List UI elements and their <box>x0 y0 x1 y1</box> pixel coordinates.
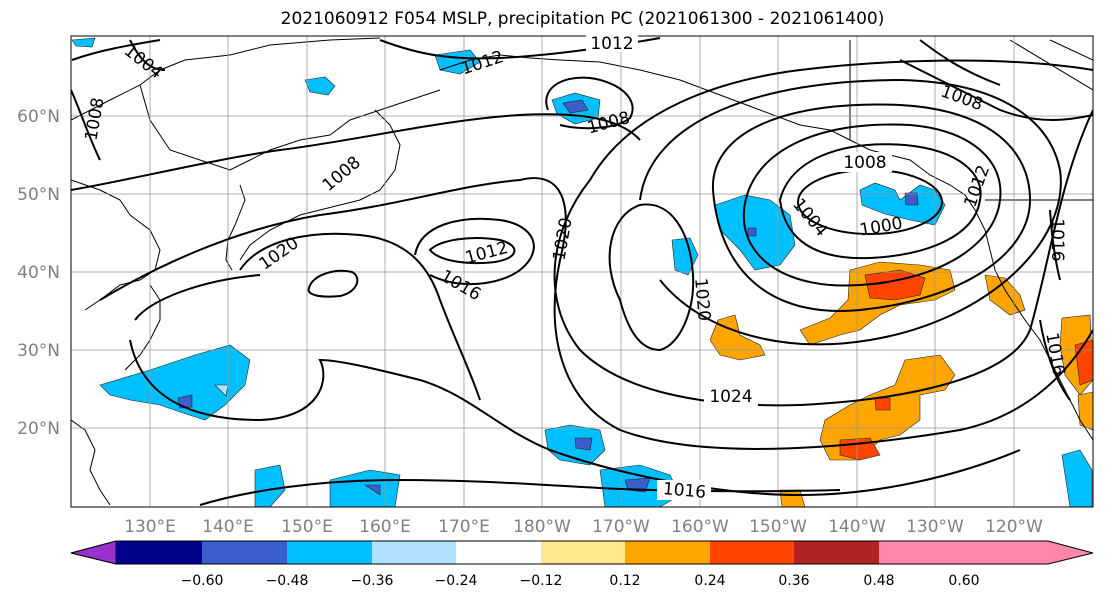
isobar-label: 1016 <box>1047 218 1067 261</box>
colorbar-tick: 0.36 <box>778 573 809 589</box>
isobar-label: 1008 <box>843 153 886 173</box>
lat-label: 20°N <box>17 419 60 439</box>
colorbar-tick: −0.12 <box>520 573 563 589</box>
colorbar-tick-labels: −0.60 −0.48 −0.36 −0.24 −0.12 0.12 0.24 … <box>181 573 980 589</box>
lon-label: 180°W <box>513 517 571 537</box>
colorbar-tick: −0.24 <box>435 573 478 589</box>
colorbar-tick: 0.24 <box>694 573 725 589</box>
colorbar-outline <box>70 540 1094 565</box>
lon-label: 140°W <box>828 517 886 537</box>
lon-label: 150°E <box>281 517 333 537</box>
isobar-label: 1020 <box>690 277 714 322</box>
lon-label: 160°W <box>671 517 729 537</box>
isobar-label: 1012 <box>590 34 633 54</box>
mslp-isobars <box>71 37 1093 506</box>
colorbar-tick: −0.60 <box>181 573 224 589</box>
colorbar-segment <box>287 541 372 564</box>
colorbar-segment <box>794 541 879 564</box>
colorbar-tick: 0.48 <box>863 573 894 589</box>
precip-positive-areas <box>709 261 1093 507</box>
colorbar-extend-low <box>70 540 117 565</box>
longitude-labels: 130°E 140°E 150°E 160°E 170°E 180°W 170°… <box>124 517 1043 537</box>
colorbar-tick: 0.60 <box>948 573 979 589</box>
latitude-labels: 60°N 50°N 40°N 30°N 20°N <box>17 107 60 439</box>
isobar-label: 1024 <box>709 387 752 407</box>
colorbar-tick: −0.48 <box>266 573 309 589</box>
lon-label: 120°W <box>985 517 1043 537</box>
lat-label: 60°N <box>17 107 60 127</box>
colorbar-extend-high <box>964 541 1093 564</box>
lat-label: 30°N <box>17 341 60 361</box>
lon-label: 150°W <box>749 517 807 537</box>
colorbar-segment <box>879 541 964 564</box>
lat-label: 40°N <box>17 263 60 283</box>
colorbar-segment <box>372 541 456 564</box>
colorbar-tick: −0.36 <box>351 573 394 589</box>
lon-label: 170°W <box>592 517 650 537</box>
colorbar-segment <box>116 541 202 564</box>
lon-label: 140°E <box>202 517 254 537</box>
isobar-label: 1016 <box>662 479 707 503</box>
colorbar-segment <box>541 541 625 564</box>
colorbar: −0.60 −0.48 −0.36 −0.24 −0.12 0.12 0.24 … <box>70 540 1094 589</box>
colorbar-segment <box>202 541 287 564</box>
map-title: 2021060912 F054 MSLP, precipitation PC (… <box>280 9 885 29</box>
colorbar-segment <box>625 541 710 564</box>
colorbar-segment <box>456 541 541 564</box>
colorbar-segment <box>710 541 794 564</box>
lon-label: 130°E <box>124 517 176 537</box>
lon-label: 130°W <box>906 517 964 537</box>
lon-label: 160°E <box>359 517 411 537</box>
map-frame <box>70 35 1094 508</box>
lat-label: 50°N <box>17 185 60 205</box>
lon-label: 170°E <box>438 517 490 537</box>
colorbar-tick: 0.12 <box>609 573 640 589</box>
